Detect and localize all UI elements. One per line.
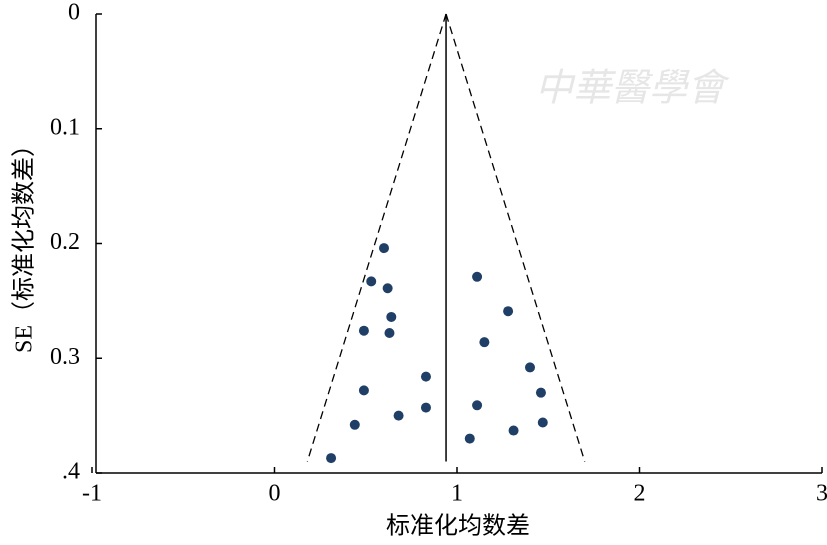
data-point [525,362,535,373]
data-point [358,385,369,396]
data-point [503,306,514,317]
data-point [472,271,483,282]
funnel-line [306,13,447,462]
data-point [537,417,548,428]
x-tick-label: 2 [634,481,646,507]
data-point [464,433,475,444]
data-point [384,328,395,339]
data-point [382,283,393,294]
x-tick-label: -1 [82,481,102,507]
y-tick-label: 0 [68,0,80,26]
y-tick-label: .4 [62,459,80,485]
x-tick-label: 1 [451,481,463,507]
funnel-line [445,13,586,462]
data-point [535,387,546,398]
data-point [349,419,360,430]
y-tick-label: 0.2 [50,229,80,255]
data-point [420,371,431,382]
data-point [366,276,377,287]
data-point [420,402,431,413]
data-point [393,410,404,421]
data-point [358,325,369,336]
data-point [472,400,483,411]
data-point [379,243,389,254]
y-tick-label: 0.1 [50,114,80,140]
data-point [326,453,337,464]
x-tick-label: 0 [269,481,281,507]
data-point [479,337,490,348]
data-point [508,425,519,436]
watermark: 中華醫學會 [535,68,730,110]
x-axis-label: 标准化均数差 [386,513,530,540]
y-axis-label: SE（标准化均数差） [11,133,38,353]
y-tick-label: 0.3 [50,344,80,370]
x-tick-label: 3 [816,481,827,507]
data-point [386,311,397,322]
